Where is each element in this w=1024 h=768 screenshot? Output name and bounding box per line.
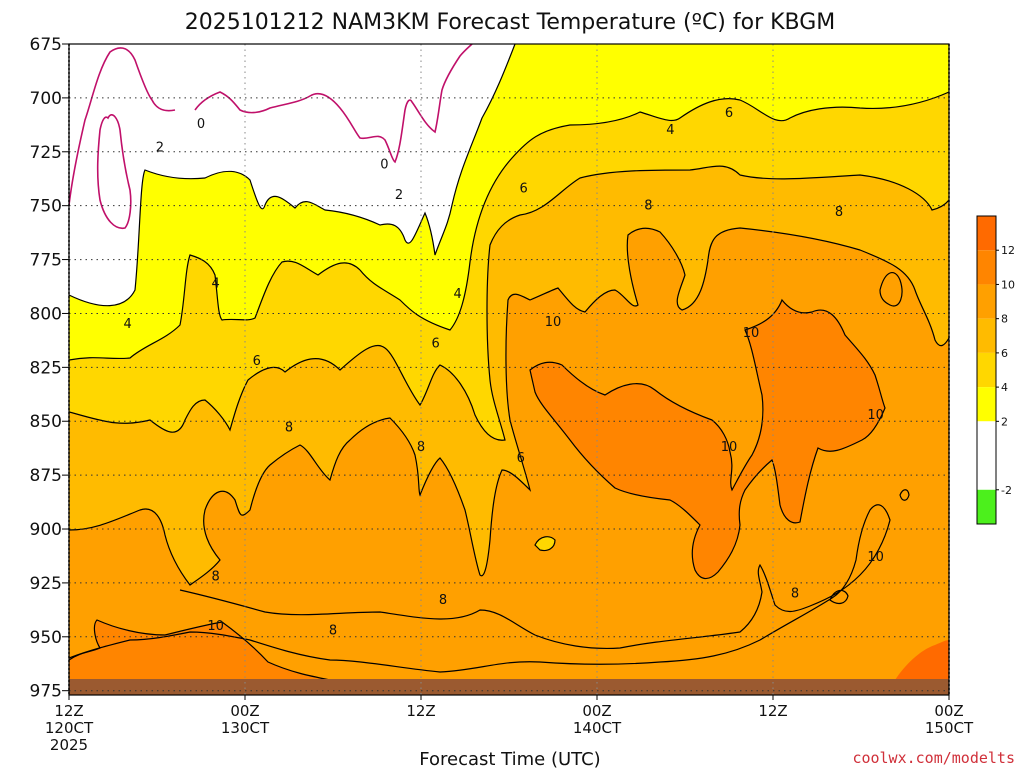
contour-10-lower bbox=[69, 619, 331, 681]
x-tick-label: 150CT bbox=[925, 719, 974, 737]
contour-label: 6 bbox=[725, 106, 733, 121]
contour-label: 10 bbox=[867, 550, 884, 565]
contour-label: 10 bbox=[867, 408, 884, 423]
contour-label: 10 bbox=[207, 619, 224, 634]
contour-2 bbox=[69, 44, 516, 307]
contour-8 bbox=[69, 227, 949, 586]
region-blob-6-8 bbox=[535, 536, 555, 551]
contour-label: 8 bbox=[835, 205, 843, 220]
colorbar-band bbox=[977, 284, 996, 319]
y-tick-label: 750 bbox=[30, 197, 62, 217]
contour-6 bbox=[69, 165, 949, 441]
zero-contours bbox=[69, 44, 473, 229]
y-tick-label: 700 bbox=[30, 89, 62, 109]
x-tick-label: 130CT bbox=[221, 719, 270, 737]
contour-label: 2 bbox=[156, 140, 164, 155]
y-tick-label: 725 bbox=[30, 143, 62, 163]
contour-label: 8 bbox=[439, 593, 447, 608]
colorbar-band bbox=[977, 352, 996, 388]
y-tick-label: 900 bbox=[30, 520, 62, 540]
x-tick-label: 00Z bbox=[934, 702, 963, 720]
contour-label: 4 bbox=[124, 317, 132, 332]
contour-8-lower bbox=[69, 504, 891, 673]
colorbar-band bbox=[977, 216, 996, 251]
colorbar-label: 10 bbox=[1001, 278, 1015, 291]
contour-label: 8 bbox=[417, 440, 425, 455]
colorbar-band bbox=[977, 489, 996, 524]
contour-label: 10 bbox=[743, 326, 760, 341]
contour-label: 6 bbox=[520, 181, 528, 196]
contour-label: 6 bbox=[517, 451, 525, 466]
ground-strip bbox=[69, 679, 949, 695]
contour-6-blob bbox=[534, 536, 556, 552]
contour-8-right bbox=[879, 272, 903, 307]
contour-label: 0 bbox=[197, 117, 205, 132]
contour-label: 10 bbox=[721, 440, 738, 455]
region-8-10 bbox=[69, 228, 949, 695]
x-tick-label: 12Z bbox=[54, 702, 83, 720]
region-10-12-lower bbox=[69, 620, 330, 680]
colorbar-label: 2 bbox=[1001, 415, 1008, 428]
horizontal-gridlines bbox=[69, 44, 949, 692]
contour-10-core bbox=[529, 298, 886, 580]
y-axis: 675 700 725 750 775 800 825 850 875 900 925 950 975 bbox=[30, 35, 69, 702]
colorbar: 12 10 8 6 4 2 -2 bbox=[976, 215, 1015, 525]
y-tick-label: 975 bbox=[30, 682, 62, 702]
x-tick-label: 12Z bbox=[406, 702, 435, 720]
colorbar-band bbox=[977, 318, 996, 353]
colorbar-label: 4 bbox=[1001, 381, 1008, 394]
contour-10-right bbox=[829, 589, 849, 605]
y-tick-label: 800 bbox=[30, 304, 62, 324]
y-tick-label: 875 bbox=[30, 466, 62, 486]
contour-label: 8 bbox=[285, 421, 293, 436]
chart-title: 2025101212 NAM3KM Forecast Temperature (… bbox=[185, 10, 836, 35]
x-tick-label: 00Z bbox=[582, 702, 611, 720]
y-tick-label: 825 bbox=[30, 358, 62, 378]
contour-label: 8 bbox=[329, 623, 337, 638]
contour-label: 8 bbox=[212, 569, 220, 584]
contour-0-loop bbox=[96, 114, 132, 229]
x-axis-label: Forecast Time (UTC) bbox=[419, 749, 600, 768]
y-tick-label: 775 bbox=[30, 251, 62, 271]
x-tick-label: 2025 bbox=[50, 736, 88, 754]
colorbar-band bbox=[977, 250, 996, 285]
colorbar-label: 6 bbox=[1001, 347, 1008, 360]
contour-0-mid bbox=[194, 44, 473, 164]
contour-label: 6 bbox=[253, 354, 261, 369]
y-tick-label: 675 bbox=[30, 35, 62, 55]
x-tick-label: 12Z bbox=[758, 702, 787, 720]
x-tick-label: 00Z bbox=[230, 702, 259, 720]
colorbar-frame bbox=[976, 215, 997, 525]
region-12-14 bbox=[895, 640, 949, 680]
contour-label: 4 bbox=[212, 276, 220, 291]
y-tick-label: 850 bbox=[30, 412, 62, 432]
contour-0-left bbox=[69, 47, 176, 206]
vertical-gridlines bbox=[244, 44, 774, 695]
contour-label: 8 bbox=[644, 199, 652, 214]
colorbar-band bbox=[977, 387, 996, 422]
contour-label: 2 bbox=[395, 188, 403, 203]
x-tick-label: 140CT bbox=[573, 719, 622, 737]
colorbar-band bbox=[977, 421, 996, 456]
contour-label: 10 bbox=[545, 315, 562, 330]
colorbar-label: 12 bbox=[1001, 244, 1015, 257]
y-tick-label: 925 bbox=[30, 574, 62, 594]
contour-label: 0 bbox=[380, 158, 388, 173]
contour-label: 4 bbox=[666, 123, 674, 138]
contour-label: 4 bbox=[454, 287, 462, 302]
colorbar-band bbox=[977, 455, 996, 490]
contour-label: 6 bbox=[432, 337, 440, 352]
y-tick-label: 950 bbox=[30, 628, 62, 648]
colorbar-label: 8 bbox=[1001, 313, 1008, 326]
x-tick-label: 120CT bbox=[45, 719, 94, 737]
colorbar-label: -2 bbox=[1001, 484, 1012, 497]
region-10-12-core bbox=[530, 300, 885, 579]
contour-label: 8 bbox=[791, 587, 799, 602]
credit-text: coolwx.com/modelts bbox=[852, 749, 1015, 767]
contour-8-small bbox=[899, 489, 910, 501]
